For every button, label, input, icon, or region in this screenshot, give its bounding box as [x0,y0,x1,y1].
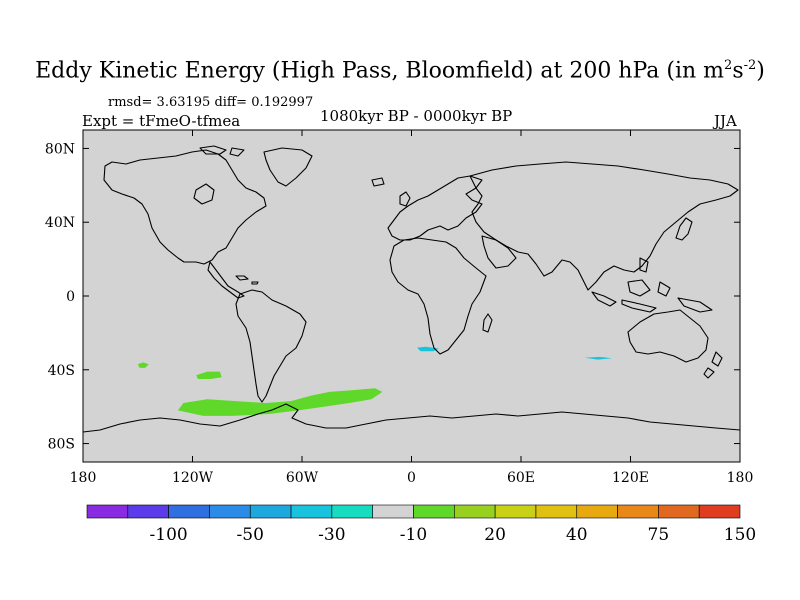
coast-indonesia [591,257,713,313]
coast-antarctica [82,403,741,433]
coast-madagascar [482,313,493,333]
colorbar-swatch [413,504,455,519]
colorbar-label: -50 [237,525,264,545]
colorbar-swatch [249,504,292,519]
title-sup-2: -2 [743,58,757,73]
colorbar-label: 20 [484,525,506,545]
x-tick-label: 60W [286,470,319,486]
x-tick-label: 180 [727,470,754,486]
colorbar-label: 75 [648,525,670,545]
coast-europe [387,175,483,241]
colorbar-label: -100 [150,525,188,545]
x-tick-label: 180 [70,470,97,486]
south-pacific-green [177,388,383,416]
title-sup-1: 2 [724,58,733,73]
map-background [83,130,740,462]
coast-hudson-bay [193,183,215,205]
colorbar-swatch [290,504,333,519]
title-unit-s: s [732,58,744,84]
coast-africa [389,237,487,355]
y-tick-label: 40N [45,215,75,231]
x-tick-label: 120E [612,470,649,486]
colorbar-swatch [617,504,659,519]
coast-south-america [235,289,307,403]
colorbar-swatch [535,504,578,519]
colorbar-swatch [698,504,741,519]
y-tick-label: 80S [48,437,75,453]
colorbar-swatch [209,504,251,519]
colorbar-swatch [494,504,537,519]
season-label: JJA [714,112,737,130]
coastlines [82,145,741,433]
colorbar-swatch [127,504,169,519]
title-close: ) [756,58,765,84]
colorbar-swatch [331,504,373,519]
title-text: Eddy Kinetic Energy (High Pass, Bloomfie… [35,58,725,84]
far-pacific-green [137,362,149,368]
pacific-small-green [196,371,222,379]
coast-australia [627,309,709,363]
colorbar: -100 -50 -30 -10 20 40 75 150 [86,504,756,545]
y-axis-ticks: 80N 40N 0 40S 80S [45,141,740,453]
colorbar-swatch [372,504,414,519]
x-axis-ticks: 180 120W 60W 0 60E 120E 180 [70,130,754,486]
colorbar-label: -30 [318,525,345,545]
coast-japan [675,217,693,241]
indian-cyan [584,356,613,360]
coast-central-america [207,261,245,299]
chart-title: Eddy Kinetic Energy (High Pass, Bloomfie… [0,58,800,83]
colorbar-swatch [454,504,496,519]
y-tick-label: 80N [45,141,75,157]
coast-arabia [481,235,517,269]
x-tick-label: 0 [407,470,416,486]
x-tick-label: 60E [507,470,535,486]
colorbar-swatch [86,504,129,519]
colorbar-label: 40 [566,525,588,545]
colorbar-label: -10 [400,525,427,545]
coast-uk [371,177,411,207]
coast-new-zealand [703,351,723,379]
coast-north-america [103,149,267,265]
y-tick-label: 0 [66,289,75,305]
x-tick-label: 120W [172,470,214,486]
stats-label: rmsd= 3.63195 diff= 0.192997 [108,95,314,110]
coast-greenland [263,147,313,187]
colorbar-swatch [168,504,210,519]
coast-caribbean [235,275,259,285]
coast-arctic-islands [199,145,245,157]
y-tick-label: 40S [48,363,75,379]
colorbar-swatch [658,504,700,519]
period-label: 1080kyr BP - 0000kyr BP [320,107,513,125]
colorbar-swatch [576,504,618,519]
colorbar-label: 150 [724,525,756,545]
experiment-label: Expt = tFmeO-tfmea [82,112,241,130]
